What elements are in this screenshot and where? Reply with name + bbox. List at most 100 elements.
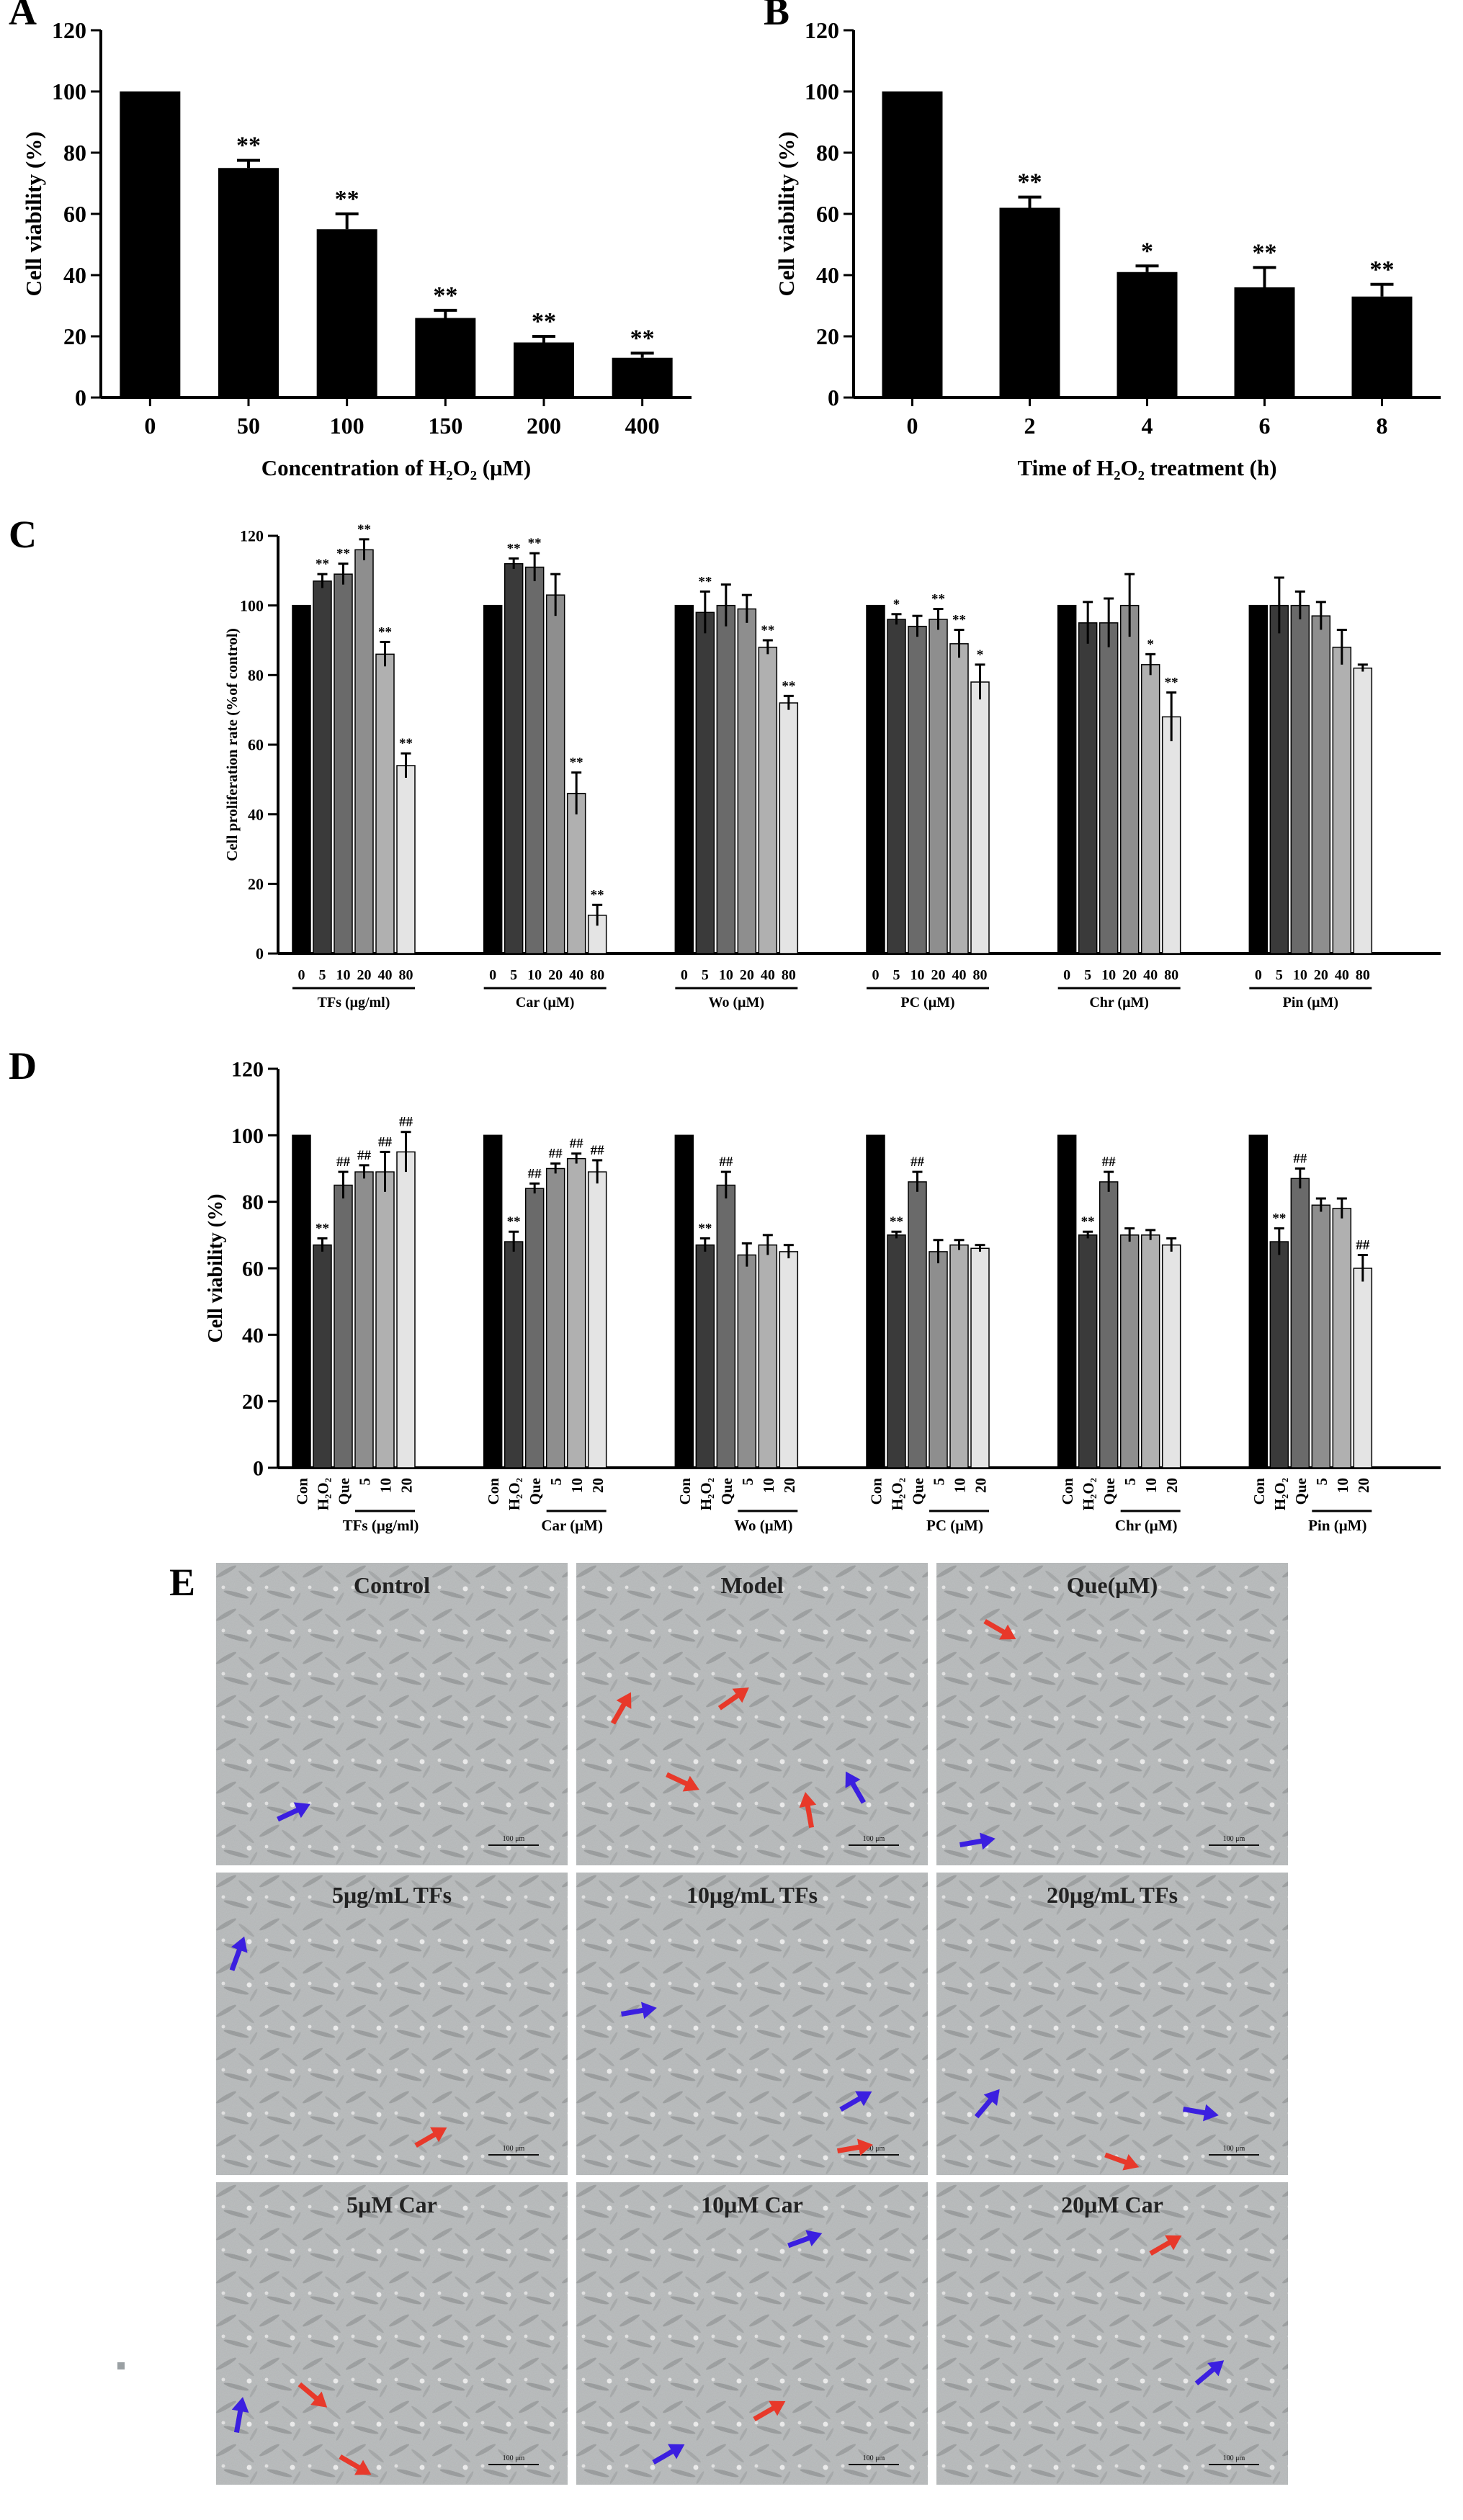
y-tick-label: 60 [816, 201, 839, 227]
x-tick-label: 2 [1024, 413, 1036, 439]
y-tick-label: 0 [75, 385, 86, 411]
significance-mark: ** [698, 1221, 712, 1236]
panel-label: D [9, 1044, 37, 1088]
x-tick-label: 20 [931, 967, 946, 983]
group-label: Chr (μM) [1115, 1517, 1178, 1534]
bar [504, 1241, 524, 1468]
x-tick-label: 5 [1084, 967, 1091, 983]
significance-mark: * [893, 597, 900, 612]
group-label: PC (μM) [900, 995, 954, 1010]
x-tick-label: 20 [1314, 967, 1328, 983]
x-tick-label: H₂O₂ [1271, 1478, 1289, 1510]
bar-group: Con ** H₂O₂ ## Que 5 10 20 PC (μM) [866, 1134, 990, 1534]
bar-group: Con ** H₂O₂ ## Que ## 5 ## 10 ## 20 Car (μM) [483, 1134, 607, 1534]
blue-arrow-icon [839, 2091, 872, 2112]
x-tick-label: H₂O₂ [1080, 1478, 1097, 1510]
significance-mark: ** [378, 624, 392, 640]
x-tick-label: 40 [569, 967, 583, 983]
bar [970, 681, 990, 954]
bar-group: Con ** H₂O₂ ## Que ## 5 ## 10 ## 20 TFs (μg/ml) [292, 1115, 419, 1534]
y-tick-label: 40 [242, 1324, 264, 1348]
scale-bar-label: 100 μm [863, 2454, 885, 2462]
significance-mark: ## [549, 1147, 563, 1162]
bar [313, 1244, 332, 1468]
blue-arrow-icon [787, 2230, 823, 2248]
panel-label: E [169, 1561, 195, 1604]
bar [1119, 1234, 1140, 1468]
bar [779, 1251, 799, 1468]
micrograph-caption: 10μM Car [701, 2192, 803, 2218]
arrow-head [999, 1624, 1016, 1640]
group-label: Car (μM) [541, 1517, 603, 1534]
group-label: TFs (μg/ml) [343, 1517, 419, 1534]
arrow-head [430, 2127, 447, 2143]
significance-mark: ** [1272, 1211, 1286, 1227]
bar [1311, 615, 1331, 954]
x-axis-label: Concentration of H₂O₂ (μM) [261, 455, 532, 480]
micrograph-texture [936, 1563, 1288, 1865]
x-tick-label: 20 [1355, 1478, 1372, 1493]
bar [929, 619, 948, 954]
panel-label: A [9, 0, 37, 33]
x-tick-label: 0 [489, 967, 496, 983]
bar [908, 625, 927, 954]
group-label: Wo (μM) [709, 995, 764, 1010]
bar [545, 1167, 565, 1468]
significance-mark: ** [570, 755, 583, 771]
y-axis-label: Cell viability (%) [21, 131, 46, 296]
arrow-head [980, 1832, 996, 1850]
significance-mark: * [1147, 637, 1154, 652]
x-tick-label: 20 [398, 1478, 416, 1493]
arrow-head [983, 2089, 1000, 2106]
x-tick-label: 5 [931, 1478, 948, 1486]
x-tick-label: 20 [357, 967, 372, 983]
bar [612, 357, 673, 398]
blue-arrow-icon [231, 2397, 249, 2434]
bar-group: 0 ** 5 ** 10 20 ** 40 ** 80 Car (μM) [483, 536, 607, 1010]
red-arrow-icon [1149, 2235, 1182, 2256]
bar [1248, 604, 1269, 954]
bar [695, 611, 715, 954]
arrow-head [682, 1775, 699, 1792]
scale-bar-label: 100 μm [503, 2454, 525, 2462]
y-tick-label: 100 [231, 1124, 264, 1148]
x-tick-label: 10 [568, 1478, 586, 1493]
x-tick-label: Con [485, 1478, 502, 1505]
x-tick-label: 20 [1163, 1478, 1181, 1493]
micrograph-caption: Control [354, 1572, 430, 1598]
micrograph-texture [216, 1873, 568, 2175]
arrow-head [805, 2230, 823, 2247]
bar [316, 229, 377, 398]
bar [566, 792, 586, 954]
x-tick-label: H₂O₂ [506, 1478, 523, 1510]
group-label: Chr (μM) [1089, 995, 1149, 1010]
group-label: Wo (μM) [734, 1517, 792, 1534]
arrow-head [231, 1936, 248, 1953]
bar-group: 0 ** 5 10 20 ** 40 ** 80 Wo (μM) [674, 574, 799, 1010]
bar [674, 604, 694, 954]
significance-mark: ## [1356, 1238, 1370, 1253]
micrograph-texture [936, 1873, 1288, 2175]
bar [334, 573, 353, 954]
red-arrow-icon [339, 2454, 372, 2475]
y-tick-label: 60 [248, 736, 264, 754]
significance-mark: ** [399, 736, 413, 751]
significance-mark: ** [1081, 1214, 1095, 1229]
arrow-head [1203, 2104, 1219, 2122]
significance-mark: ** [433, 282, 457, 309]
x-tick-label: 80 [399, 967, 413, 983]
bar [737, 1254, 757, 1468]
bar [866, 604, 885, 954]
bar [1161, 716, 1181, 954]
x-tick-label: 5 [1276, 967, 1283, 983]
blue-arrow-icon [1182, 2104, 1219, 2122]
y-tick-label: 20 [63, 323, 86, 349]
arrow-head [616, 1692, 632, 1709]
micrograph-caption: 5μg/mL TFs [332, 1882, 452, 1908]
bar [1353, 1268, 1373, 1468]
micrograph-tile: Model 100 μm [576, 1563, 928, 1865]
micrograph-texture [576, 1563, 928, 1865]
y-axis-label: Cell viability (%) [205, 1194, 227, 1343]
